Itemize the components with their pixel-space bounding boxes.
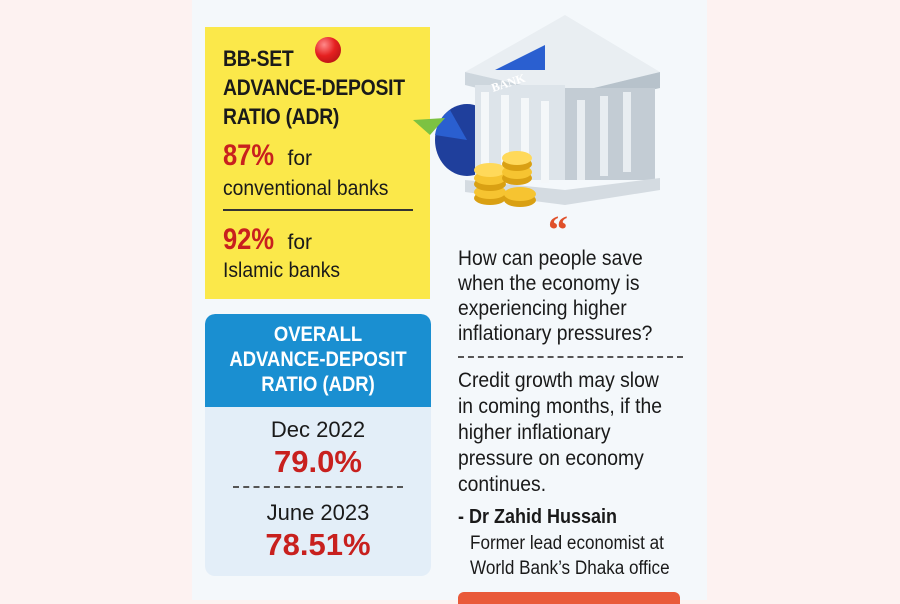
conventional-label: conventional banks xyxy=(223,177,389,200)
conventional-line: 87% for xyxy=(223,139,312,173)
islamic-percent: 92% xyxy=(223,223,275,256)
overall-divider xyxy=(233,486,403,488)
bbset-title-line-3: RATIO (ADR) xyxy=(223,104,340,129)
conventional-for: for xyxy=(287,147,313,170)
bbset-title-line-2: ADVANCE-DEPOSIT xyxy=(223,75,405,100)
quote-question: How can people save when the economy is … xyxy=(458,247,653,345)
overall-header: OVERALL ADVANCE-DEPOSIT RATIO (ADR) xyxy=(205,314,431,407)
conventional-percent: 87% xyxy=(223,139,275,172)
bbset-divider xyxy=(223,209,413,211)
bank-building-icon xyxy=(465,15,660,205)
quote-answer: Credit growth may slow in coming months,… xyxy=(458,369,663,496)
overall-title-line-2: ADVANCE-DEPOSIT xyxy=(229,348,407,371)
bbset-title-line-1: BB-SET xyxy=(223,46,294,71)
red-ball-icon xyxy=(315,37,341,63)
bottom-accent-strip xyxy=(458,592,680,604)
quote-author-role: Former lead economist at World Bank’s Dh… xyxy=(470,533,670,579)
bank-illustration: BANK xyxy=(413,15,660,207)
quote-author: - Dr Zahid Hussain xyxy=(458,506,618,528)
coins-icon xyxy=(474,151,536,207)
bbset-title: BB-SET ADVANCE-DEPOSIT RATIO (ADR) xyxy=(223,44,405,131)
period1-label: Dec 2022 xyxy=(270,417,366,442)
period2-value: 78.51% xyxy=(265,527,371,562)
bbset-adr-box: BB-SET ADVANCE-DEPOSIT RATIO (ADR) 87% f… xyxy=(205,27,430,299)
period1-value: 79.0% xyxy=(274,444,362,479)
overall-title-line-1: OVERALL xyxy=(273,323,363,346)
period2-label: June 2023 xyxy=(266,500,370,525)
quote-mark-icon: “ xyxy=(548,207,568,252)
quote-divider xyxy=(458,356,683,358)
islamic-line: 92% for xyxy=(223,223,312,257)
overall-title: OVERALL ADVANCE-DEPOSIT RATIO (ADR) xyxy=(205,322,431,397)
islamic-label: Islamic banks xyxy=(223,259,341,282)
overall-title-line-3: RATIO (ADR) xyxy=(261,373,375,396)
islamic-for: for xyxy=(287,231,313,254)
overall-adr-box: OVERALL ADVANCE-DEPOSIT RATIO (ADR) Dec … xyxy=(205,314,431,576)
